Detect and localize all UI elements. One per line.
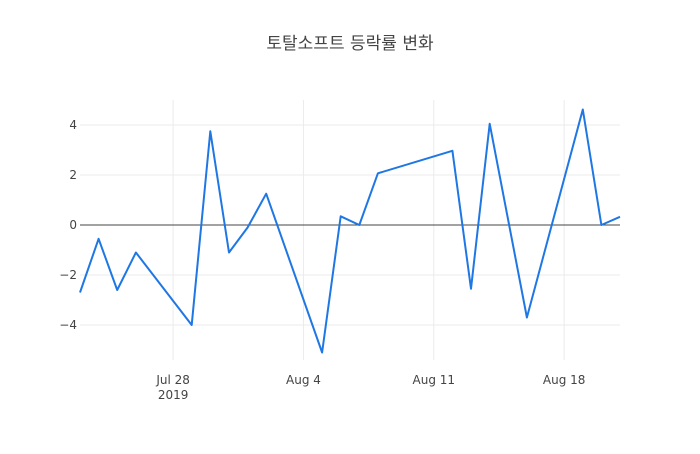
- x-tick-label: Aug 18: [543, 373, 586, 387]
- x-tick-year-label: 2019: [158, 388, 189, 402]
- y-tick-label: 4: [69, 118, 77, 132]
- x-tick-label: Aug 11: [413, 373, 456, 387]
- series-layer: [79, 108, 621, 354]
- y-tick-label: 0: [69, 218, 77, 232]
- y-tick-label: 2: [69, 168, 77, 182]
- y-tick-label: −2: [59, 268, 77, 282]
- series-line: [79, 108, 621, 354]
- x-tick-label: Aug 4: [286, 373, 321, 387]
- y-tick-label: −4: [59, 318, 77, 332]
- chart-title: 토탈소프트 등락률 변화: [266, 34, 434, 54]
- x-tick-label: Jul 28: [155, 373, 190, 387]
- grid-layer: [80, 100, 620, 360]
